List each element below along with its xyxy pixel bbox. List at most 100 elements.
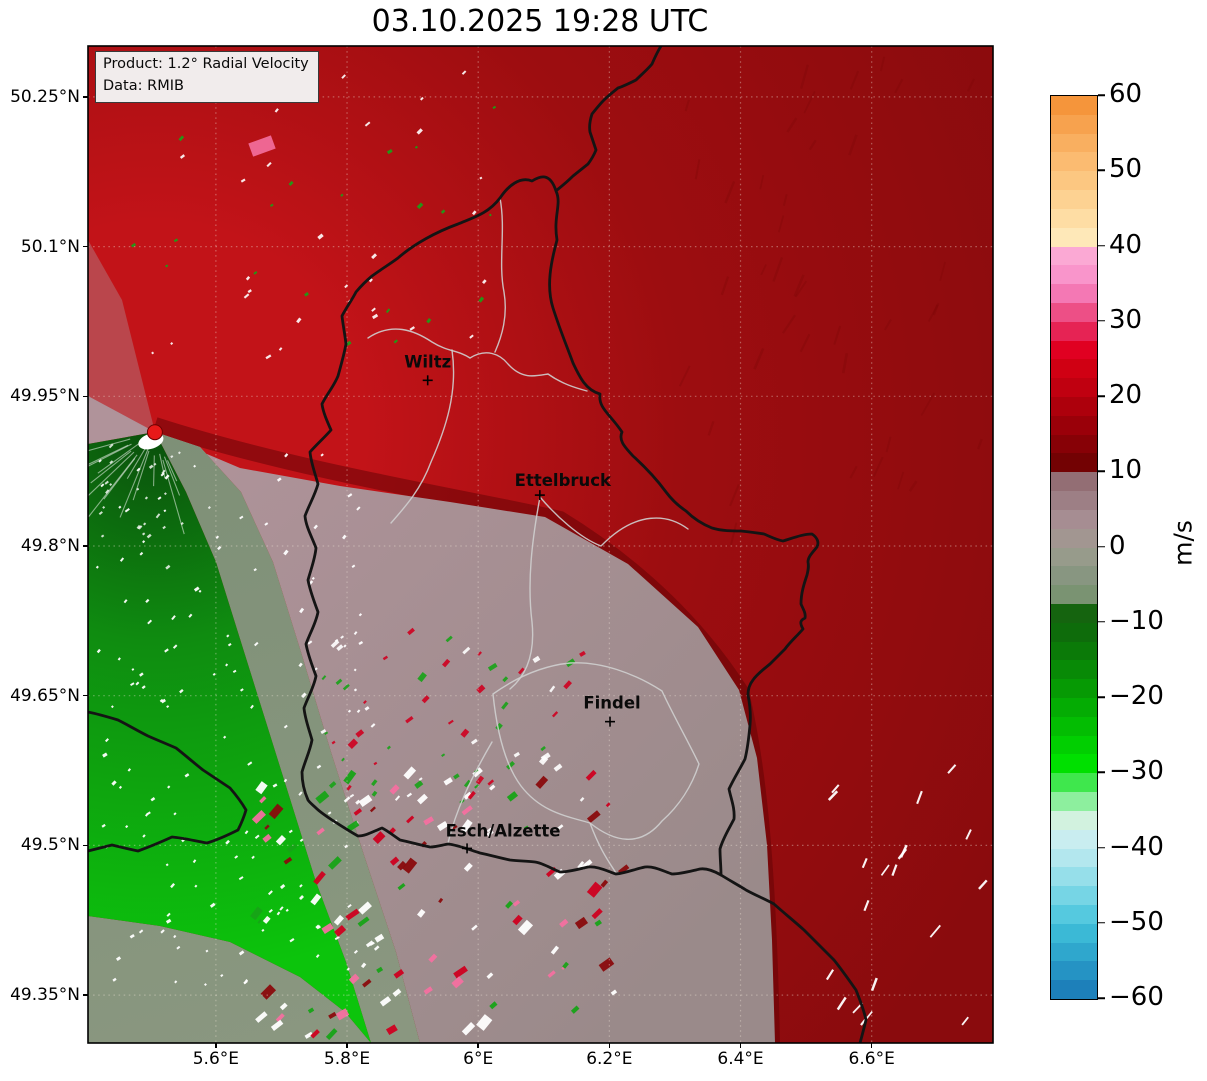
noise-speckle [162,525,166,530]
noise-speckle [414,780,424,789]
noise-speckle [343,644,347,648]
noise-speckle [462,646,471,655]
product-label: Product: 1.2° Radial Velocity [103,56,309,72]
noise-speckle [119,557,125,562]
noise-speckle [335,678,343,686]
colorbar-band [1051,923,1097,943]
noise-speckle [579,650,586,657]
colorbar-band [1051,829,1097,849]
noise-speckle [417,793,428,805]
y-tick-label: 49.95°N [10,386,80,407]
noise-speckle [759,174,765,190]
noise-speckle [506,760,515,770]
noise-speckle [148,464,154,470]
colorbar-tick-mark [1098,621,1105,623]
noise-speckle [307,1007,315,1014]
colorbar-band [1051,622,1097,642]
noise-speckle [315,790,330,804]
noise-speckle [416,202,424,210]
noise-speckle [478,296,485,303]
noise-speckle [610,989,618,996]
noise-speckle [296,317,302,324]
noise-speckle [379,996,392,1007]
noise-speckle [264,522,269,526]
noise-speckle [139,551,144,556]
noise-speckle [253,568,257,572]
noise-speckle [157,496,162,500]
noise-speckle [386,149,393,155]
noise-speckle [315,924,320,929]
noise-speckle [861,857,868,869]
noise-speckle [244,830,249,835]
noise-speckle [409,326,415,331]
noise-speckle [165,264,169,268]
noise-speckle [327,811,332,815]
noise-speckle [171,615,176,621]
noise-speckle [245,276,251,281]
noise-speckle [371,779,378,787]
noise-speckle [217,545,222,551]
noise-speckle [261,928,265,932]
noise-speckle [451,825,458,831]
noise-speckle [570,1005,580,1014]
colorbar-band [1051,603,1097,623]
noise-speckle [370,723,376,728]
noise-speckle [344,284,349,289]
noise-speckle [276,477,282,482]
noise-speckle [238,876,244,881]
noise-speckle [347,709,352,713]
noise-speckle [95,565,99,569]
noise-speckle [301,692,307,699]
noise-speckle [523,825,529,830]
noise-speckle [487,662,498,672]
noise-speckle [226,634,230,638]
x-tick-mark [215,1043,217,1048]
colorbar-band [1051,378,1097,397]
x-tick-label: 6.2°E [586,1049,633,1069]
noise-speckle [474,784,479,789]
noise-speckle [479,176,483,180]
noise-speckle [360,962,367,969]
noise-speckle [803,90,816,114]
noise-speckle [166,705,170,709]
noise-speckle [453,965,468,979]
noise-speckle [489,784,496,791]
noise-speckle [358,794,373,808]
noise-speckle [423,816,435,826]
noise-speckle [932,304,939,316]
noise-speckle [253,271,258,275]
noise-speckle [299,895,304,901]
noise-speckle [778,215,785,233]
colorbar-band [1051,472,1097,492]
noise-speckle [385,308,391,314]
noise-speckle [179,688,184,694]
colorbar-band [1051,660,1097,680]
noise-speckle [255,1011,268,1023]
noise-speckle [164,648,169,653]
noise-speckle [364,706,370,711]
noise-speckle [486,827,492,833]
noise-speckle [279,1002,288,1011]
colorbar-band [1051,547,1097,567]
noise-speckle [324,731,329,735]
noise-speckle [243,293,250,299]
noise-speckle [879,56,886,72]
noise-speckle [262,915,271,924]
noise-speckle [461,1022,476,1036]
noise-speckle [574,916,589,930]
colorbar-band [1051,227,1097,247]
city-label: Esch/Alzette [446,821,561,840]
colorbar-band [1051,509,1097,529]
noise-speckle [109,460,114,464]
colorbar-tick-label: −30 [1109,756,1164,787]
noise-speckle [358,640,364,646]
radar-spoke [90,450,132,484]
noise-speckle [110,705,114,709]
noise-speckle [141,685,146,690]
noise-speckle [159,698,164,703]
noise-speckle [341,757,345,762]
gray-green-transition-band [155,432,420,1043]
radar-site-marker [146,424,163,441]
